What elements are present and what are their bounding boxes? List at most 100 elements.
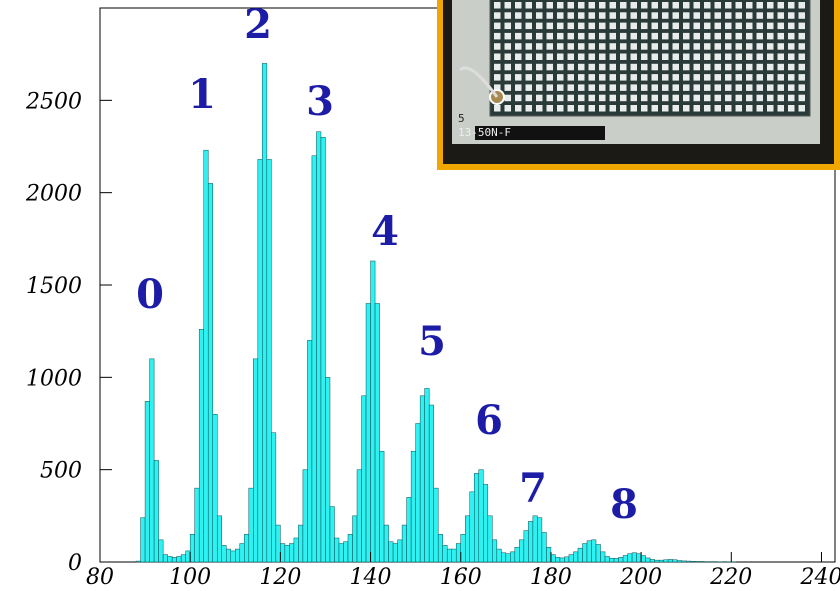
inset-cell <box>578 84 585 91</box>
inset-cell <box>715 12 722 18</box>
bar <box>677 561 682 562</box>
bar <box>628 554 633 562</box>
inset-cell <box>631 12 638 18</box>
bar <box>195 488 200 562</box>
inset-cell <box>547 105 554 112</box>
inset-cell <box>536 64 543 71</box>
inset-cell <box>599 54 606 61</box>
peak-label: 5 <box>418 318 446 365</box>
bar <box>605 556 610 562</box>
inset-cell <box>589 12 596 18</box>
bar <box>582 544 587 562</box>
inset-cell <box>715 2 722 9</box>
inset-cell <box>578 105 585 112</box>
inset-cell <box>757 64 764 71</box>
inset-cell <box>526 2 533 9</box>
inset-cell <box>547 2 554 9</box>
bar <box>686 561 691 562</box>
inset-cell <box>746 43 753 50</box>
bar <box>136 561 141 562</box>
inset-cell <box>641 84 648 91</box>
inset-cell <box>757 54 764 61</box>
inset-cell <box>578 74 585 81</box>
bar <box>470 492 475 562</box>
inset-cell <box>568 12 575 18</box>
inset-cell <box>505 12 512 18</box>
inset-cell <box>683 74 690 81</box>
bar <box>614 558 619 562</box>
inset-cell <box>788 54 795 61</box>
inset-cell <box>526 105 533 112</box>
inset-cell <box>725 33 732 40</box>
bar <box>343 542 348 562</box>
inset-cell <box>547 23 554 30</box>
inset-cell <box>757 43 764 50</box>
inset-cell <box>757 105 764 112</box>
inset-cell <box>757 33 764 40</box>
inset-cell <box>610 95 617 102</box>
inset-cell <box>704 2 711 9</box>
inset-cell <box>557 105 564 112</box>
bar <box>375 303 380 562</box>
bar <box>204 150 209 562</box>
inset-cell <box>757 12 764 18</box>
bar <box>231 551 236 562</box>
bar <box>271 433 276 562</box>
inset-cell <box>589 105 596 112</box>
inset-cell <box>641 2 648 9</box>
inset-cell <box>694 105 701 112</box>
inset-cell <box>505 105 512 112</box>
inset-cell <box>683 23 690 30</box>
bar <box>357 470 362 562</box>
inset-cell <box>589 95 596 102</box>
bar <box>456 544 461 562</box>
bar <box>362 396 367 562</box>
bar <box>528 521 533 562</box>
inset-cell <box>778 43 785 50</box>
inset-cell <box>788 64 795 71</box>
inset-cell <box>736 64 743 71</box>
inset-cell <box>547 74 554 81</box>
inset-cell <box>799 64 806 71</box>
bar <box>411 451 416 562</box>
inset-cell <box>515 84 522 91</box>
bar <box>510 552 515 562</box>
bar <box>366 303 371 562</box>
inset-cell <box>515 23 522 30</box>
peak-label: 4 <box>371 208 399 255</box>
inset-cell <box>788 23 795 30</box>
bar <box>519 540 524 562</box>
bar <box>479 470 484 562</box>
inset-cell <box>694 43 701 50</box>
inset-cell <box>757 95 764 102</box>
inset-cell <box>683 2 690 9</box>
inset-cell <box>578 64 585 71</box>
inset-cell <box>757 74 764 81</box>
inset-cell <box>788 33 795 40</box>
bar <box>312 156 317 562</box>
inset-cell <box>589 74 596 81</box>
bar <box>438 534 443 562</box>
inset-cell <box>704 74 711 81</box>
inset-cell <box>631 74 638 81</box>
inset-cell <box>683 54 690 61</box>
inset-cell <box>704 105 711 112</box>
bar <box>573 552 578 562</box>
bar <box>691 561 696 562</box>
inset-cell <box>610 105 617 112</box>
inset-cell <box>788 95 795 102</box>
inset-cell <box>662 33 669 40</box>
inset-cell <box>736 95 743 102</box>
inset-cell <box>631 43 638 50</box>
inset-cell <box>746 105 753 112</box>
bar <box>524 531 529 562</box>
y-tick-label: 1500 <box>26 274 82 299</box>
inset-cell <box>515 95 522 102</box>
inset-cell <box>547 64 554 71</box>
inset-cell <box>788 2 795 9</box>
bar <box>443 545 448 562</box>
inset-cell <box>736 12 743 18</box>
inset-cell <box>694 64 701 71</box>
inset-cell <box>767 54 774 61</box>
inset-cell <box>799 12 806 18</box>
